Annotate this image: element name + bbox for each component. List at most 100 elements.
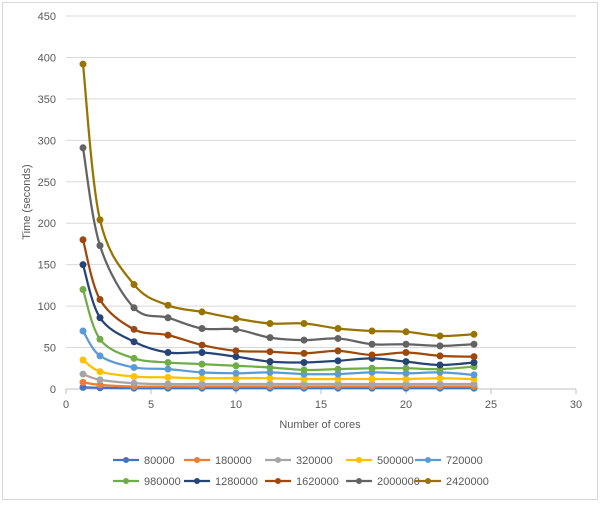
legend-label: 980000 xyxy=(144,476,181,488)
data-point-2000000 xyxy=(232,325,240,333)
series-line-980000 xyxy=(81,289,475,372)
data-point-1620000 xyxy=(164,331,172,339)
y-tick-label: 250 xyxy=(38,177,56,189)
legend-item-80000: 80000 xyxy=(113,455,175,467)
data-point-2000000 xyxy=(368,340,376,348)
data-point-2000000 xyxy=(436,342,444,350)
legend-item-1620000: 1620000 xyxy=(265,476,339,488)
legend-marker xyxy=(275,478,281,484)
data-point-320000 xyxy=(198,380,206,388)
data-point-2420000 xyxy=(436,332,444,340)
data-point-720000 xyxy=(79,327,87,335)
data-point-720000 xyxy=(96,352,104,360)
x-axis-title: Number of cores xyxy=(279,419,361,431)
data-point-320000 xyxy=(436,380,444,388)
data-point-720000 xyxy=(470,371,478,379)
y-tick-label: 0 xyxy=(50,384,56,396)
data-point-2420000 xyxy=(470,330,478,338)
y-tick-label: 100 xyxy=(38,301,56,313)
data-point-500000 xyxy=(402,375,410,383)
data-point-1620000 xyxy=(436,352,444,360)
x-tick-label: 25 xyxy=(485,399,497,411)
data-point-2000000 xyxy=(96,242,104,250)
data-point-1620000 xyxy=(300,349,308,357)
legend-item-980000: 980000 xyxy=(113,476,181,488)
data-point-500000 xyxy=(96,368,104,376)
data-point-2000000 xyxy=(164,314,172,322)
data-point-320000 xyxy=(96,376,104,384)
data-point-1280000 xyxy=(79,261,87,269)
data-point-2420000 xyxy=(368,327,376,335)
y-tick-labels: 0 50 100 150 200 250 300 350 400 450 xyxy=(38,11,56,396)
legend-marker xyxy=(425,457,431,463)
legend-marker xyxy=(356,457,362,463)
data-point-320000 xyxy=(130,379,138,387)
legend-marker xyxy=(425,478,431,484)
data-point-2000000 xyxy=(266,334,274,342)
data-point-500000 xyxy=(79,356,87,364)
data-point-2420000 xyxy=(300,320,308,328)
data-point-2000000 xyxy=(198,324,206,332)
data-point-2000000 xyxy=(334,334,342,342)
data-point-2420000 xyxy=(130,281,138,289)
legend-marker xyxy=(275,457,281,463)
legend-item-2000000: 2000000 xyxy=(346,476,420,488)
legend-marker xyxy=(123,457,129,463)
data-point-1620000 xyxy=(79,236,87,244)
data-point-2420000 xyxy=(266,320,274,328)
data-point-1620000 xyxy=(470,353,478,361)
legend-item-180000: 180000 xyxy=(184,455,252,467)
legend-label: 320000 xyxy=(296,455,333,467)
axes xyxy=(65,388,577,394)
y-tick-label: 150 xyxy=(38,260,56,272)
data-point-2420000 xyxy=(198,308,206,316)
data-point-1280000 xyxy=(96,314,104,322)
data-point-1280000 xyxy=(402,358,410,366)
data-point-2420000 xyxy=(402,328,410,336)
data-point-500000 xyxy=(368,375,376,383)
legend-marker xyxy=(356,478,362,484)
data-point-980000 xyxy=(130,354,138,362)
data-point-2420000 xyxy=(96,216,104,224)
legend-item-1280000: 1280000 xyxy=(184,476,258,488)
data-point-1280000 xyxy=(300,358,308,366)
data-point-980000 xyxy=(300,366,308,374)
data-point-980000 xyxy=(402,364,410,372)
data-point-500000 xyxy=(164,373,172,381)
data-point-980000 xyxy=(266,363,274,371)
data-point-1620000 xyxy=(130,325,138,333)
series-line-2000000 xyxy=(81,147,475,348)
data-point-320000 xyxy=(164,380,172,388)
legend-label: 2420000 xyxy=(446,476,489,488)
data-point-720000 xyxy=(130,363,138,371)
legend-label: 720000 xyxy=(446,455,483,467)
data-point-980000 xyxy=(334,365,342,373)
data-point-2000000 xyxy=(300,336,308,344)
y-axis-title: Time (seconds) xyxy=(21,164,33,239)
data-point-1620000 xyxy=(232,347,240,355)
y-tick-label: 350 xyxy=(38,94,56,106)
x-tick-label: 10 xyxy=(230,399,242,411)
data-point-500000 xyxy=(436,374,444,382)
data-point-1280000 xyxy=(130,338,138,346)
legend-marker xyxy=(123,478,129,484)
data-point-1620000 xyxy=(402,349,410,357)
legend-item-500000: 500000 xyxy=(346,455,414,467)
y-tick-label: 400 xyxy=(38,52,56,64)
legend-item-320000: 320000 xyxy=(265,455,333,467)
plot-area xyxy=(79,60,478,392)
x-tick-labels: 0 5 10 15 20 25 30 xyxy=(63,399,582,411)
legend-label: 500000 xyxy=(377,455,414,467)
data-point-720000 xyxy=(164,365,172,373)
x-tick-label: 20 xyxy=(400,399,412,411)
y-tick-label: 450 xyxy=(38,11,56,23)
data-point-2000000 xyxy=(79,144,87,152)
legend-label: 80000 xyxy=(144,455,175,467)
data-point-2420000 xyxy=(164,301,172,309)
legend-marker xyxy=(194,457,200,463)
data-point-2000000 xyxy=(470,340,478,348)
data-point-980000 xyxy=(368,364,376,372)
data-point-500000 xyxy=(130,373,138,381)
data-point-980000 xyxy=(96,335,104,343)
